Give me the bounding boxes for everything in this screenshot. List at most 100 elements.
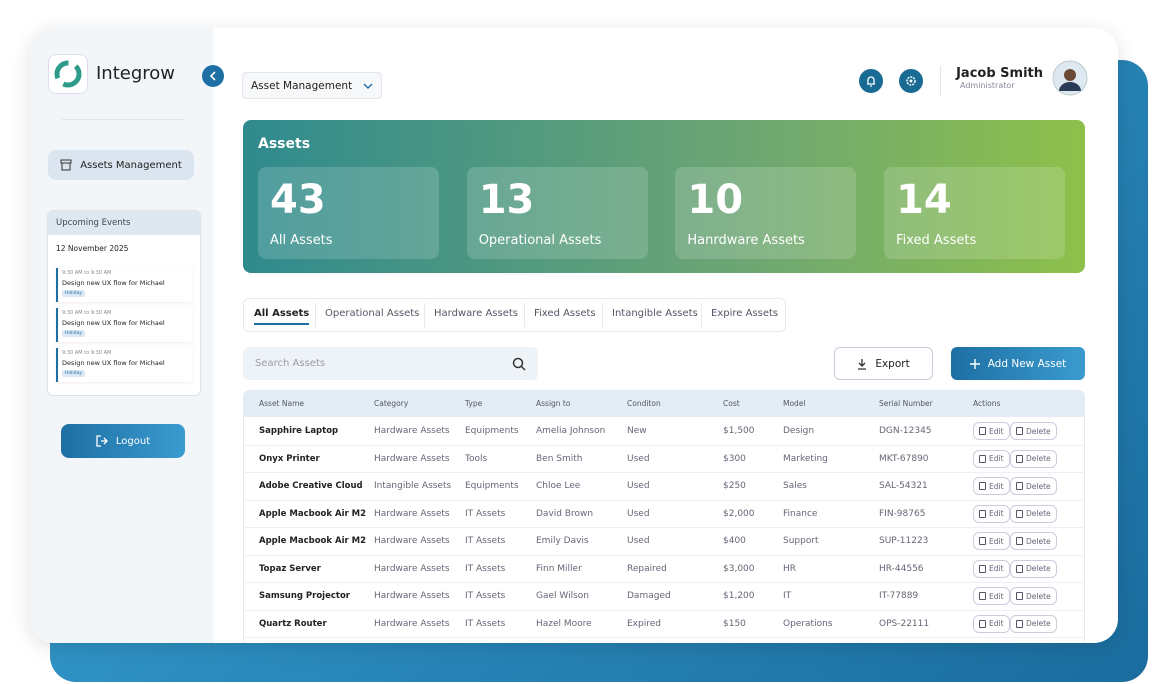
delete-button[interactable]: Delete: [1010, 477, 1057, 495]
table-cell: $3,000: [723, 563, 755, 574]
table-cell: Gael Wilson: [536, 591, 589, 601]
event-title: Design new UX flow for Michael: [62, 319, 165, 327]
export-button[interactable]: Export: [834, 347, 933, 380]
avatar[interactable]: [1052, 60, 1088, 96]
module-dropdown[interactable]: Asset Management: [242, 72, 382, 99]
edit-button[interactable]: Edit: [973, 504, 1010, 523]
delete-button[interactable]: Delete: [1010, 504, 1057, 523]
table-cell: Used: [627, 536, 650, 546]
tab[interactable]: Expire Assets: [711, 308, 779, 319]
brand: Integrow: [96, 63, 176, 84]
event-time: 9:30 AM to 9:30 AM: [62, 270, 112, 276]
event-time: 9:30 AM to 9:30 AM: [62, 350, 112, 356]
action-icon: [979, 537, 986, 545]
tab-divider: [524, 303, 525, 327]
events-date: 12 November 2025: [56, 244, 129, 253]
table-cell: IT Assets: [465, 563, 506, 574]
tab[interactable]: Operational Assets: [325, 308, 420, 319]
table-cell: Hardware Assets: [374, 426, 450, 436]
action-label: Delete: [1026, 481, 1051, 491]
add-button[interactable]: Add New Asset: [951, 347, 1085, 380]
table-row: Topaz Server Hardware Assets IT Assets Finn…: [244, 555, 1084, 583]
delete-button[interactable]: Delete: [1010, 587, 1057, 605]
stat-label: Fixed Assets: [896, 233, 977, 248]
table-cell: IT Assets: [465, 591, 506, 601]
table-cell: $1,200: [723, 591, 755, 601]
events-title: Upcoming Events: [48, 211, 200, 235]
action-label: Edit: [989, 591, 1004, 601]
tab[interactable]: Fixed Assets: [534, 308, 596, 319]
table-cell: MKT-67890: [879, 453, 929, 464]
action-label: Edit: [989, 509, 1004, 518]
table-cell: HR: [783, 563, 797, 574]
delete-button[interactable]: Delete: [1010, 614, 1057, 633]
action-label: Edit: [989, 426, 1004, 436]
tab-divider: [602, 303, 603, 327]
table-cell: OPS-22111: [879, 618, 930, 629]
tab[interactable]: All Assets: [254, 308, 310, 325]
stat-value: 10: [687, 177, 744, 223]
table-cell: Tools: [465, 453, 488, 464]
tab[interactable]: Intangible Assets: [612, 308, 698, 319]
tab-divider: [424, 303, 425, 327]
notifications[interactable]: [859, 69, 883, 93]
delete-button[interactable]: Delete: [1010, 559, 1057, 578]
action-icon: [1016, 482, 1023, 490]
column-header: Model: [783, 399, 806, 408]
edit-button[interactable]: Edit: [973, 614, 1010, 633]
table-cell: $300: [723, 453, 746, 464]
action-label: Delete: [1026, 536, 1051, 546]
nav-icon: [60, 159, 72, 171]
delete-button[interactable]: Delete: [1010, 532, 1057, 550]
action-label: Edit: [989, 619, 1004, 628]
table-cell: HR-44556: [879, 563, 924, 574]
stat-card: 13 Operational Assets: [466, 167, 648, 259]
tab[interactable]: Hardware Assets: [434, 308, 519, 319]
tab-divider: [701, 303, 702, 327]
edit-button[interactable]: Edit: [973, 422, 1010, 440]
action-icon: [1016, 619, 1023, 628]
table-cell: $400: [723, 536, 746, 546]
delete-button[interactable]: Delete: [1010, 422, 1057, 440]
event-tag: Holiday: [62, 330, 85, 337]
delete-button[interactable]: Delete: [1010, 449, 1057, 468]
table-cell: Amelia Johnson: [536, 426, 606, 436]
nav-item[interactable]: Assets Management: [48, 150, 194, 180]
table-row: Samsung Projector Hardware Assets IT Asset…: [244, 582, 1084, 611]
edit-button[interactable]: Edit: [973, 449, 1010, 468]
add-icon: [969, 358, 980, 369]
action-icon: [979, 509, 986, 518]
edit-button[interactable]: Edit: [973, 587, 1010, 605]
logout-button[interactable]: Logout: [61, 424, 185, 458]
table-cell: IT: [783, 591, 792, 601]
stat-label: All Assets: [270, 233, 333, 248]
edit-button[interactable]: Edit: [973, 532, 1010, 550]
tab-bar: All Assets Operational Assets Hardware Ass…: [243, 298, 786, 332]
edit-button[interactable]: Edit: [973, 559, 1010, 578]
table-cell: Operations: [783, 618, 833, 629]
table-cell: Hardware Assets: [374, 536, 450, 546]
logout-label: Logout: [115, 435, 151, 447]
table-cell: SAL-54321: [879, 481, 928, 491]
table-cell: Damaged: [627, 591, 671, 601]
action-label: Delete: [1026, 426, 1051, 436]
settings[interactable]: [899, 69, 923, 93]
collapse-button[interactable]: [202, 65, 224, 87]
table-cell: Hardware Assets: [374, 591, 450, 601]
edit-button[interactable]: Edit: [973, 477, 1010, 495]
app-window: Integrow Assets Management Upcoming Even…: [30, 28, 1118, 643]
table-cell: Equipments: [465, 481, 519, 491]
table-cell: Apple Macbook Air M2: [259, 508, 367, 519]
table-row: Apple Macbook Air M2 Hardware Assets IT As…: [244, 500, 1084, 528]
search-box[interactable]: Search Assets: [243, 347, 538, 380]
action-label: Edit: [989, 536, 1004, 546]
table-cell: Equipments: [465, 426, 519, 436]
event-tag: Holiday: [62, 290, 85, 297]
table-row: Adobe Creative Cloud Intangible Assets Equ…: [244, 472, 1084, 501]
action-icon: [979, 427, 986, 435]
table-cell: Sales: [783, 481, 807, 491]
action-label: Delete: [1026, 454, 1051, 463]
event-item: 9:30 AM to 9:30 AM Design new UX flow for…: [56, 268, 192, 302]
sidebar: Integrow Assets Management Upcoming Even…: [30, 28, 213, 643]
nav-label: Assets Management: [80, 159, 182, 171]
